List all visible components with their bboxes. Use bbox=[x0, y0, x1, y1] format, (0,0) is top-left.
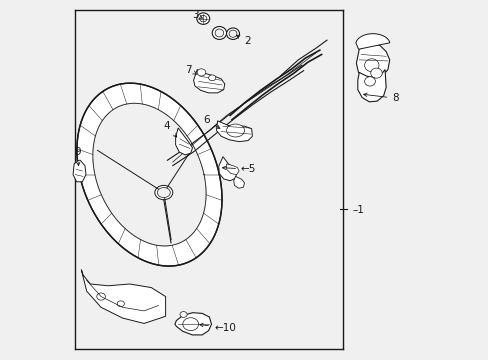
Ellipse shape bbox=[97, 293, 105, 300]
Polygon shape bbox=[216, 121, 252, 141]
Ellipse shape bbox=[117, 301, 124, 307]
Text: 3: 3 bbox=[192, 10, 202, 20]
Ellipse shape bbox=[196, 13, 209, 24]
Ellipse shape bbox=[183, 318, 198, 330]
Ellipse shape bbox=[364, 59, 378, 72]
Ellipse shape bbox=[228, 30, 237, 37]
Polygon shape bbox=[226, 164, 239, 175]
Ellipse shape bbox=[370, 68, 382, 78]
Text: 4: 4 bbox=[163, 121, 176, 137]
Ellipse shape bbox=[215, 29, 223, 37]
Polygon shape bbox=[175, 128, 192, 155]
Polygon shape bbox=[356, 44, 389, 80]
Polygon shape bbox=[93, 103, 205, 246]
Polygon shape bbox=[233, 176, 244, 188]
Polygon shape bbox=[81, 270, 165, 323]
Ellipse shape bbox=[212, 27, 226, 40]
Ellipse shape bbox=[364, 77, 375, 86]
Polygon shape bbox=[193, 69, 224, 93]
Text: 8: 8 bbox=[363, 93, 398, 103]
Ellipse shape bbox=[226, 124, 244, 137]
Polygon shape bbox=[175, 313, 211, 335]
Polygon shape bbox=[357, 69, 386, 102]
Polygon shape bbox=[218, 157, 236, 181]
Text: –1: –1 bbox=[351, 206, 363, 216]
Ellipse shape bbox=[199, 15, 206, 22]
Polygon shape bbox=[355, 34, 389, 49]
Ellipse shape bbox=[226, 28, 239, 40]
Ellipse shape bbox=[208, 75, 215, 81]
Text: ←10: ←10 bbox=[200, 323, 235, 333]
Polygon shape bbox=[77, 83, 222, 266]
Text: 7: 7 bbox=[185, 64, 197, 75]
Polygon shape bbox=[73, 160, 86, 182]
Text: 6: 6 bbox=[203, 115, 220, 129]
Text: ←5: ←5 bbox=[222, 164, 256, 174]
Ellipse shape bbox=[180, 312, 187, 318]
Text: 2: 2 bbox=[236, 35, 251, 46]
Ellipse shape bbox=[197, 69, 205, 76]
Text: 9: 9 bbox=[74, 147, 81, 166]
Ellipse shape bbox=[155, 185, 172, 200]
Ellipse shape bbox=[157, 188, 170, 198]
